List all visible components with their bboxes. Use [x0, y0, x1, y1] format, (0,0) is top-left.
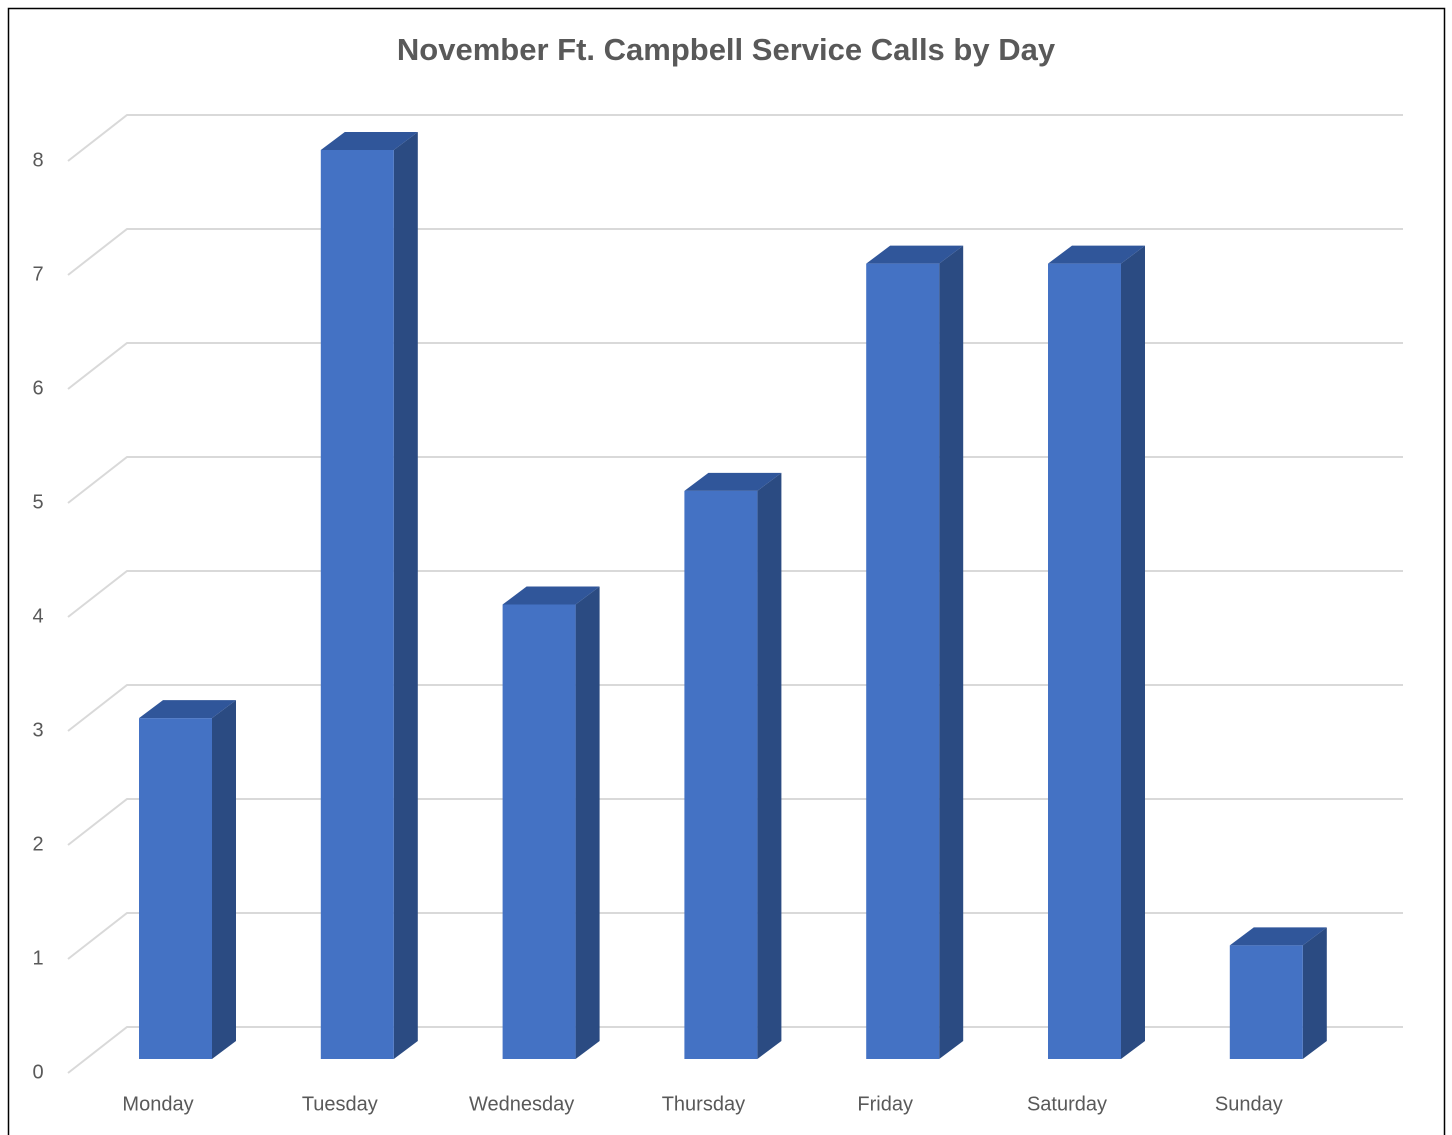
bar-front: [684, 490, 758, 1059]
grid-line: [67, 342, 1403, 390]
y-tick-label: 4: [32, 605, 43, 627]
chart-title: November Ft. Campbell Service Calls by D…: [397, 32, 1056, 67]
bar-front: [139, 718, 212, 1059]
x-tick-label: Wednesday: [469, 1093, 574, 1115]
bar-top: [320, 132, 418, 150]
grid-line: [67, 114, 1403, 162]
x-tick-label: Friday: [857, 1093, 913, 1115]
y-tick-label: 5: [32, 491, 43, 513]
y-tick-label: 7: [32, 263, 43, 285]
bar: [1048, 245, 1145, 1059]
grid-line: [67, 912, 1403, 960]
grid-line: [67, 684, 1403, 732]
bar-side: [212, 700, 236, 1059]
x-tick-label: Thursday: [662, 1093, 745, 1115]
bar-top: [502, 586, 600, 605]
x-tick-label: Sunday: [1215, 1093, 1283, 1115]
bar-front: [502, 604, 576, 1059]
grid-line: [67, 798, 1403, 846]
bar: [684, 472, 782, 1059]
bar-top: [684, 472, 782, 491]
bar: [502, 586, 600, 1059]
grid-line: [67, 1026, 1403, 1074]
bar-top: [1229, 927, 1327, 946]
y-tick-label: 3: [32, 719, 43, 741]
x-tick-label: Monday: [122, 1093, 193, 1115]
y-tick-label: 1: [32, 947, 43, 969]
bar-front: [1048, 263, 1121, 1059]
bar-side: [575, 586, 600, 1059]
bar-front: [866, 263, 940, 1059]
bar-side: [1121, 245, 1145, 1059]
grid-line: [67, 570, 1403, 618]
y-tick-label: 2: [32, 833, 43, 855]
bar-top: [1048, 245, 1145, 264]
bar-side: [1302, 927, 1327, 1059]
bar-front: [1229, 945, 1303, 1059]
bar: [320, 132, 418, 1059]
grid-line: [67, 228, 1403, 276]
x-tick-label: Tuesday: [302, 1093, 378, 1115]
bar: [1229, 927, 1327, 1059]
bar-top: [139, 700, 236, 719]
y-tick-label: 0: [32, 1061, 43, 1083]
bar-side: [393, 132, 418, 1059]
bar-top: [866, 245, 964, 264]
bar: [139, 700, 236, 1059]
y-tick-label: 6: [32, 377, 43, 399]
bar: [866, 245, 964, 1059]
bar-side: [939, 245, 964, 1059]
bar-front: [320, 150, 394, 1059]
grid-line: [67, 456, 1403, 504]
x-tick-label: Saturday: [1027, 1093, 1107, 1115]
y-tick-label: 8: [32, 149, 43, 171]
bar-side: [757, 472, 782, 1059]
